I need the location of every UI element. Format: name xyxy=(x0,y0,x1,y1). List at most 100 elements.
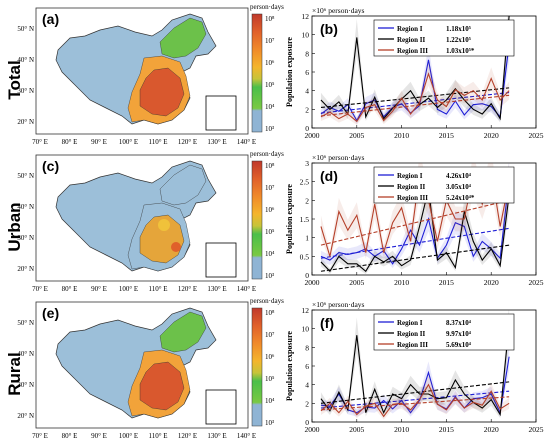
lat-tick-label: 20° N xyxy=(17,412,34,420)
colorbar-tick-label: 10⁸ xyxy=(265,309,275,317)
colorbar xyxy=(251,13,263,133)
chart-panel-label: (b) xyxy=(320,21,338,37)
y-tick-label: 12 xyxy=(302,306,310,315)
legend-value: 4.26x10⁴ xyxy=(446,172,472,180)
y-tick-label: 3 xyxy=(305,159,309,168)
y-tick-label: 0 xyxy=(305,124,309,133)
legend-name: Region III xyxy=(397,47,428,55)
legend-box xyxy=(373,313,515,351)
lon-tick-label: 110° E xyxy=(148,285,167,293)
colorbar xyxy=(251,160,263,280)
map-core-region xyxy=(139,67,185,117)
map-panel-label: (e) xyxy=(42,305,59,321)
x-tick-label: 2015 xyxy=(439,131,454,140)
chart-panel-label: (f) xyxy=(320,315,334,331)
trend-line xyxy=(320,244,510,272)
x-tick-label: 2000 xyxy=(305,425,320,434)
x-tick-label: 2020 xyxy=(484,425,499,434)
map-northeast-region xyxy=(159,311,207,353)
y-tick-label: 2 xyxy=(305,196,309,205)
legend-value: 5.24x10⁴* xyxy=(446,194,475,202)
lon-tick-label: 120° E xyxy=(178,432,197,440)
china-map xyxy=(55,160,217,272)
x-tick-label: 2010 xyxy=(394,425,409,434)
lon-tick-label: 110° E xyxy=(148,138,167,146)
lon-tick-label: 130° E xyxy=(207,432,226,440)
trend-line xyxy=(320,381,510,404)
lon-tick-label: 80° E xyxy=(62,138,78,146)
map-inset xyxy=(205,242,237,278)
lon-tick-label: 120° E xyxy=(178,138,197,146)
y-axis-label: Population exposure xyxy=(285,331,294,401)
colorbar xyxy=(251,307,263,427)
map-hotspot xyxy=(171,242,181,252)
colorbar-unit: person·days xyxy=(250,297,284,305)
lat-tick-label: 40° N xyxy=(17,350,34,358)
y-tick-label: 6 xyxy=(305,68,309,77)
y-tick-label: 2 xyxy=(305,105,309,114)
lat-tick-label: 50° N xyxy=(17,25,34,33)
y-tick-label: 8 xyxy=(305,343,309,352)
y-tick-label: 0 xyxy=(305,271,309,280)
map-inset xyxy=(205,95,237,131)
map-hotspot xyxy=(158,219,170,231)
colorbar-tick-label: 10⁸ xyxy=(265,162,275,170)
lat-tick-label: 30° N xyxy=(17,234,34,242)
row-label: Urban xyxy=(5,202,24,251)
series-band xyxy=(320,375,510,420)
series-band xyxy=(320,61,510,125)
legend-name: Region II xyxy=(397,183,425,191)
legend-name: Region III xyxy=(397,194,428,202)
y-tick-label: 8 xyxy=(305,49,309,58)
trend-line xyxy=(320,87,510,109)
legend-box xyxy=(373,19,515,57)
x-tick-label: 2000 xyxy=(305,131,320,140)
series-band xyxy=(320,26,510,125)
lon-tick-label: 90° E xyxy=(91,285,107,293)
legend-value: 1.03x10⁵* xyxy=(446,47,475,55)
series-line xyxy=(320,189,510,273)
lon-tick-label: 130° E xyxy=(207,285,226,293)
lon-tick-label: 90° E xyxy=(91,432,107,440)
lon-tick-label: 130° E xyxy=(207,138,226,146)
map-inset xyxy=(205,389,237,425)
trend-line xyxy=(320,199,510,246)
legend-name: Region III xyxy=(397,341,428,349)
lon-tick-label: 100° E xyxy=(119,138,138,146)
x-tick-label: 2000 xyxy=(305,278,320,287)
colorbar-tick-label: 10⁵ xyxy=(265,81,275,89)
colorbar-tick-label: 10⁷ xyxy=(265,37,275,45)
legend-value: 8.37x10⁴ xyxy=(446,319,472,327)
y-exponent: ×10⁶ person·days xyxy=(312,300,365,309)
trend-line xyxy=(320,390,510,409)
y-tick-label: 4 xyxy=(305,87,309,96)
colorbar-tick-label: 10⁶ xyxy=(265,353,275,361)
row-label: Rural xyxy=(5,352,24,395)
trend-line xyxy=(320,396,510,411)
x-tick-label: 2005 xyxy=(349,278,364,287)
legend-value: 3.05x10⁴ xyxy=(446,183,472,191)
x-tick-label: 2005 xyxy=(349,131,364,140)
lat-tick-label: 50° N xyxy=(17,319,34,327)
y-tick-label: 4 xyxy=(305,381,309,390)
lon-tick-label: 70° E xyxy=(32,138,48,146)
x-tick-label: 2005 xyxy=(349,425,364,434)
map-northeast-region xyxy=(159,17,207,59)
lon-tick-label: 110° E xyxy=(148,432,167,440)
lon-tick-label: 100° E xyxy=(119,432,138,440)
china-map xyxy=(55,307,217,419)
y-tick-label: 0 xyxy=(305,418,309,427)
lat-tick-label: 30° N xyxy=(17,87,34,95)
x-tick-label: 2015 xyxy=(439,278,454,287)
lat-tick-label: 50° N xyxy=(17,172,34,180)
colorbar-unit: person·days xyxy=(250,150,284,158)
row-urban: Urban (c) 50° N 40° N 30° N 20° N 70° E 80° E 90… xyxy=(5,150,544,293)
row-label: Total xyxy=(5,60,24,99)
x-tick-label: 2025 xyxy=(529,278,544,287)
x-tick-label: 2010 xyxy=(394,131,409,140)
x-tick-label: 2020 xyxy=(484,278,499,287)
colorbar-unit: person·days xyxy=(250,3,284,11)
y-tick-label: 1.5 xyxy=(300,215,310,224)
lon-tick-label: 90° E xyxy=(91,138,107,146)
lon-tick-label: 120° E xyxy=(178,285,197,293)
